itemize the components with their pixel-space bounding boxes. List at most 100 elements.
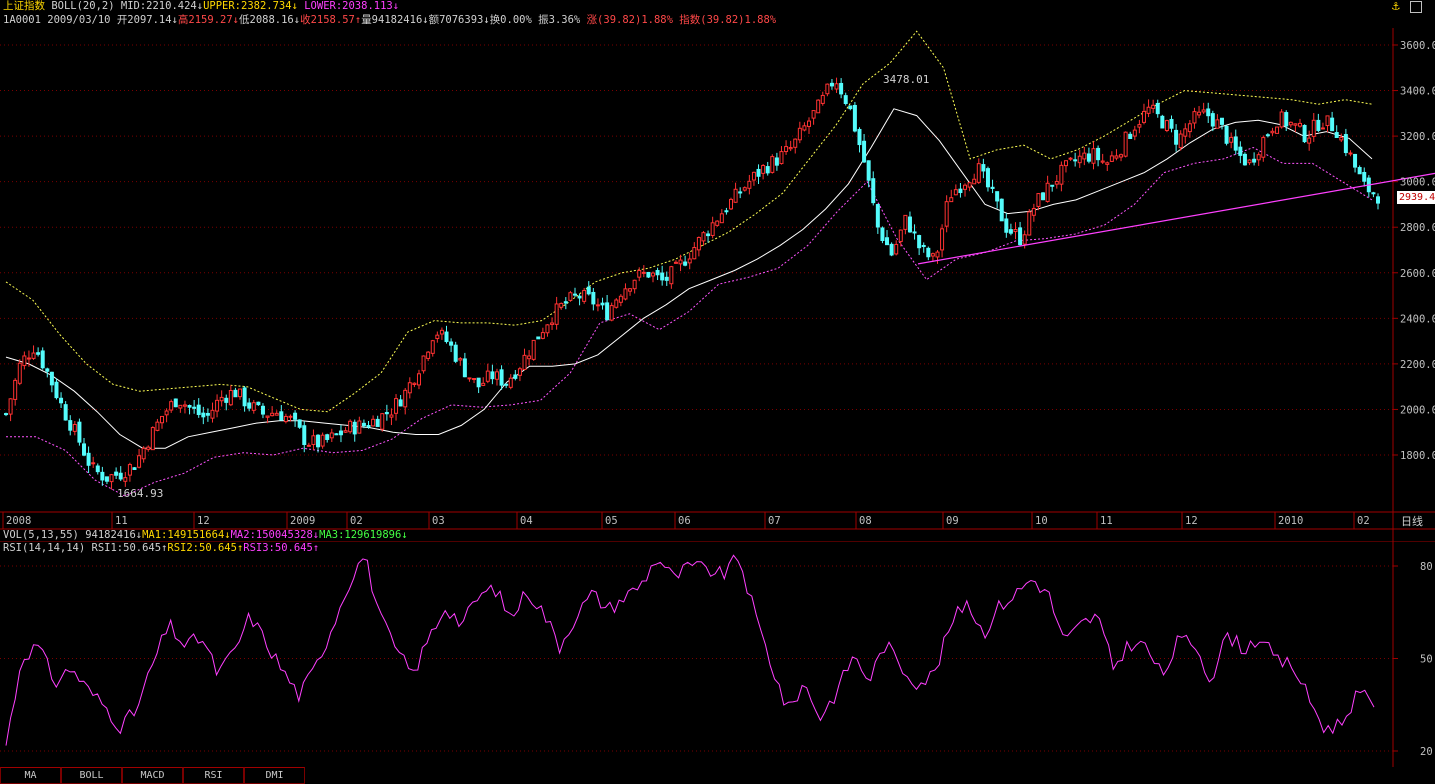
- tab-dmi[interactable]: DMI: [244, 767, 305, 784]
- candle-body: [1059, 164, 1064, 185]
- candle-body: [499, 369, 504, 386]
- candle-body: [274, 412, 279, 416]
- candle-body: [522, 354, 527, 370]
- candle-body: [36, 352, 41, 355]
- candle-body: [1215, 119, 1220, 129]
- candle-body: [751, 171, 756, 181]
- candle-body: [1330, 117, 1335, 132]
- candle-body: [811, 110, 816, 119]
- mid-band: [5, 108, 1373, 449]
- index-change: 指数(39.82)1.88%: [679, 14, 777, 26]
- x-tick-label: 10: [1035, 515, 1048, 527]
- candle-body: [247, 402, 252, 409]
- candle-body: [517, 368, 522, 376]
- candle-body: [288, 415, 293, 418]
- candle-body: [554, 303, 559, 325]
- candle-body: [196, 404, 201, 416]
- x-tick-label: 09: [946, 515, 959, 527]
- candle-body: [1307, 137, 1312, 144]
- period-label[interactable]: 日线: [1401, 515, 1423, 528]
- anchor-icon[interactable]: ⚓: [1392, 0, 1400, 14]
- candle-body: [513, 374, 518, 379]
- close-icon[interactable]: [1410, 1, 1422, 13]
- rsi-tick-label: 20: [1420, 746, 1433, 758]
- candle-body: [742, 187, 747, 191]
- candle-body: [394, 398, 399, 414]
- x-tick-label: 12: [197, 515, 210, 527]
- x-tick-label: 08: [859, 515, 872, 527]
- tab-ma[interactable]: MA: [0, 767, 61, 784]
- candle-body: [118, 472, 123, 480]
- candle-body: [137, 455, 142, 468]
- candle-body: [178, 404, 183, 409]
- candle-body: [100, 471, 105, 481]
- candle-body: [127, 464, 132, 476]
- candle-body: [921, 244, 926, 247]
- rsi-label: RSI(14,14,14): [3, 542, 86, 554]
- candle-body: [1339, 137, 1344, 141]
- candle-body: [54, 381, 59, 399]
- tab-rsi[interactable]: RSI: [183, 767, 244, 784]
- candle-body: [600, 302, 605, 306]
- candle-body: [297, 419, 302, 428]
- candle-body: [1082, 152, 1087, 160]
- candle-body: [435, 334, 440, 340]
- candle-body: [430, 340, 435, 354]
- arrow-down-icon: ↓: [422, 14, 429, 26]
- candle-body: [1279, 111, 1284, 128]
- candle-body: [632, 279, 637, 290]
- candle-body: [609, 305, 614, 321]
- candle-body: [582, 289, 587, 302]
- candles: [4, 77, 1380, 490]
- x-tick-label: 07: [768, 515, 781, 527]
- vol-ma1: MA1:149151664: [142, 529, 225, 541]
- candle-body: [802, 125, 807, 131]
- candle-body: [192, 406, 197, 409]
- candle-body: [949, 197, 954, 203]
- candle-body: [77, 421, 82, 443]
- candle-body: [1265, 134, 1270, 137]
- candle-body: [316, 434, 321, 448]
- candle-body: [146, 446, 151, 450]
- candle-body: [976, 163, 981, 183]
- support-trendline: [917, 172, 1435, 265]
- y-tick-label: 2200.00: [1400, 359, 1435, 371]
- candle-body: [22, 355, 27, 367]
- volume: 量94182416: [361, 14, 423, 26]
- candle-body: [371, 418, 376, 427]
- candle-body: [972, 178, 977, 185]
- candle-body: [453, 344, 458, 362]
- arrow-up-icon: ↑: [354, 14, 362, 26]
- upper-band: [5, 30, 1373, 413]
- arrow-up-icon: ↑: [312, 542, 320, 554]
- candle-body: [1256, 154, 1261, 161]
- candle-body: [389, 414, 394, 418]
- candle-body: [1284, 112, 1289, 127]
- candle-body: [45, 368, 50, 372]
- candle-body: [1353, 153, 1358, 168]
- candle-body: [1206, 108, 1211, 117]
- tab-boll[interactable]: BOLL: [61, 767, 122, 784]
- candle-body: [614, 299, 619, 308]
- vol-header: VOL(5,13,55) 94182416↓MA1:149151664↓MA2:…: [3, 529, 408, 542]
- candle-body: [26, 357, 31, 360]
- candle-body: [898, 229, 903, 242]
- candle-body: [31, 352, 36, 359]
- candle-body: [577, 295, 582, 299]
- candle-body: [160, 415, 165, 424]
- candle-body: [4, 413, 8, 416]
- candle-body: [880, 227, 885, 242]
- candle-body: [719, 213, 724, 224]
- candle-body: [1247, 159, 1252, 164]
- candle-body: [1155, 102, 1160, 115]
- tab-macd[interactable]: MACD: [122, 767, 183, 784]
- candle-body: [215, 399, 220, 412]
- candle-body: [747, 180, 752, 189]
- price-chart: 1800.00 2000.00 2200.00 2400.00 2600.00 2800.…: [0, 28, 1435, 541]
- candle-body: [1036, 193, 1041, 207]
- x-tick-label: 2008: [6, 515, 31, 527]
- candle-body: [59, 397, 64, 404]
- candle-body: [242, 387, 247, 407]
- candle-body: [825, 83, 830, 95]
- candle-body: [1077, 155, 1082, 164]
